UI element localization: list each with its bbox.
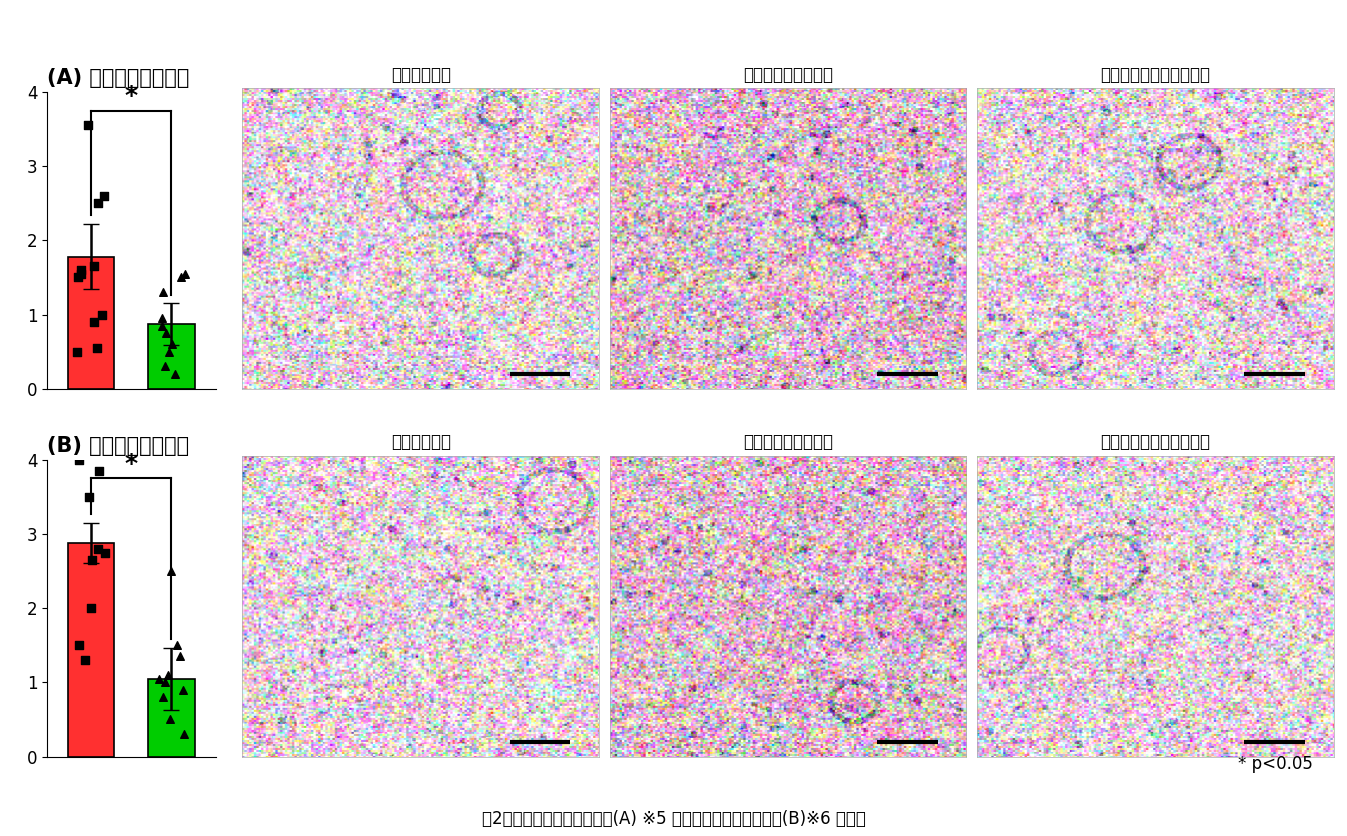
Text: 腎障害
＋パラミ
ロン摄取: 腎障害 ＋パラミ ロン摄取 (155, 502, 189, 548)
Point (170, 650, 191, 663)
Point (152, 691, 174, 704)
Text: 腎障害＋パラミロン摄取: 腎障害＋パラミロン摄取 (1100, 433, 1210, 451)
Bar (67, 543, 114, 757)
Point (69, 639, 90, 652)
Text: 図2　糸球体硬化スコア評価(A) ※5 および尿細管障害スコア(B)※6 の比較: 図2 糸球体硬化スコア評価(A) ※5 および尿細管障害スコア(B)※6 の比較 (482, 809, 865, 828)
Point (84, 260, 105, 273)
Point (67, 271, 89, 284)
Point (148, 672, 170, 686)
Point (164, 367, 186, 380)
Point (77, 119, 98, 132)
Point (151, 319, 172, 333)
Bar (148, 679, 195, 757)
Point (155, 359, 176, 373)
Text: (A) 糸球体硬化スコア: (A) 糸球体硬化スコア (47, 68, 190, 88)
Point (155, 675, 176, 689)
Text: * p<0.05: * p<0.05 (1238, 755, 1313, 773)
Point (93, 189, 114, 202)
Point (66, 345, 88, 359)
Text: *: * (125, 84, 137, 109)
Point (81, 602, 102, 615)
Point (70, 263, 92, 277)
Text: *: * (125, 452, 137, 477)
Point (166, 639, 187, 652)
Text: コントロール: コントロール (391, 65, 451, 84)
Point (86, 341, 108, 354)
Point (88, 196, 109, 210)
Point (162, 338, 183, 351)
Point (70, 267, 92, 280)
Point (174, 267, 195, 280)
Point (92, 308, 113, 321)
Point (94, 546, 116, 559)
Point (159, 345, 180, 359)
Point (89, 464, 110, 477)
Point (82, 553, 104, 567)
Text: 腎障害
＋通常
食摄取: 腎障害 ＋通常 食摄取 (78, 502, 104, 548)
Text: コントロール: コントロール (391, 433, 451, 451)
Point (84, 315, 105, 329)
Text: 腎障害＋パラミロン摄取: 腎障害＋パラミロン摄取 (1100, 65, 1210, 84)
Point (174, 727, 195, 741)
Point (155, 326, 176, 339)
Point (158, 668, 179, 681)
Point (170, 271, 191, 284)
Point (88, 543, 109, 556)
Point (151, 312, 172, 325)
Point (159, 713, 180, 726)
Text: (B) 尿細管障害スコア: (B) 尿細管障害スコア (47, 436, 190, 456)
Point (172, 683, 194, 696)
Point (74, 654, 96, 667)
Point (160, 564, 182, 578)
Bar (148, 324, 195, 389)
Point (78, 490, 100, 503)
Text: 腎障害＋通常食摄取: 腎障害＋通常食摄取 (744, 433, 832, 451)
Text: 腎障害＋通常食摄取: 腎障害＋通常食摄取 (744, 65, 832, 84)
Point (69, 453, 90, 466)
Bar (67, 257, 114, 389)
Point (152, 286, 174, 299)
